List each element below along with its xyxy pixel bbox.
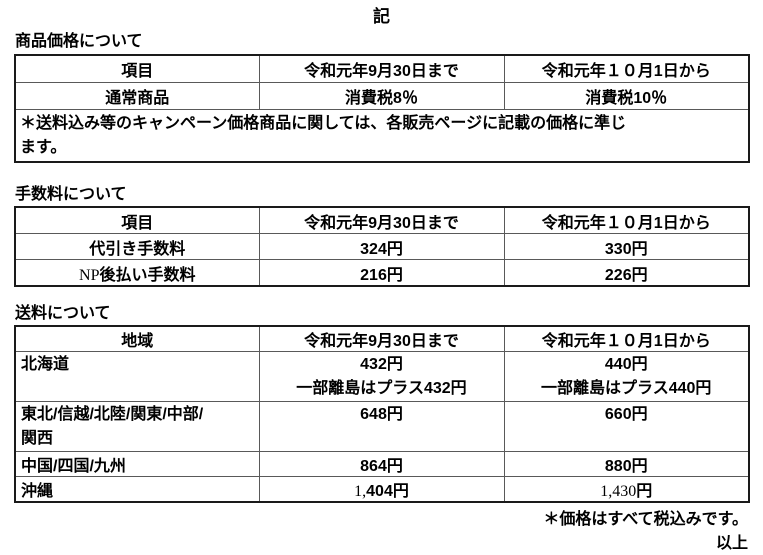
price-before-cell: 消費税8％: [258, 82, 505, 110]
fee-table-header-row: 項目 令和元年9月30日まで 令和元年１０月1日から: [14, 206, 750, 234]
tax-included-note: ＊価格はすべて税込みです。: [543, 511, 748, 528]
shipping-region-line: 関西: [21, 430, 54, 447]
shipping-section-heading: 送料について: [15, 305, 111, 322]
table-row: 北海道 432円 一部離島はプラス432円 440円 一部離島はプラス440円: [14, 351, 750, 402]
table-row: 通常商品 消費税8％ 消費税10％: [14, 82, 750, 110]
price-note-cell: ＊送料込み等のキャンペーン価格商品に関しては、各販売ページに記載の価格に準じ ま…: [14, 109, 750, 163]
shipping-after-cell: 440円 一部離島はプラス440円: [503, 351, 750, 402]
fee-header-item: 項目: [14, 206, 260, 234]
doc-mark: 記: [373, 7, 390, 26]
fee-before-cell: 216円: [258, 259, 505, 287]
fee-header-after: 令和元年１０月1日から: [503, 206, 750, 234]
shipping-table: 地域 令和元年9月30日まで 令和元年１０月1日から 北海道 432円 一部離島…: [14, 325, 750, 503]
price-serif-part: 1,: [354, 483, 367, 500]
fee-item-cell: NP後払い手数料: [14, 259, 260, 287]
shipping-value-line: 一部離島はプラス440円: [541, 380, 712, 397]
table-row: 代引き手数料 324円 330円: [14, 233, 750, 260]
shipping-before-cell: 432円 一部離島はプラス432円: [258, 351, 505, 402]
price-table-header-row: 項目 令和元年9月30日まで 令和元年１０月1日から: [14, 54, 750, 83]
shipping-before-cell: 1,404円: [258, 476, 505, 503]
shipping-region-cell: 中国/四国/九州: [14, 451, 260, 477]
fee-after-cell: 226円: [503, 259, 750, 287]
shipping-region-cell: 東北/信越/北陸/関東/中部/ 関西: [14, 401, 260, 452]
shipping-region-cell: 北海道: [14, 351, 260, 402]
shipping-header-before: 令和元年9月30日まで: [258, 325, 505, 352]
fee-after-cell: 330円: [503, 233, 750, 260]
shipping-after-cell: 660円: [503, 401, 750, 452]
shipping-header-region: 地域: [14, 325, 260, 352]
shipping-value-line: 440円: [604, 356, 648, 373]
shipping-value-line: 一部離島はプラス432円: [296, 380, 467, 397]
shipping-table-header-row: 地域 令和元年9月30日まで 令和元年１０月1日から: [14, 325, 750, 352]
shipping-header-after: 令和元年１０月1日から: [503, 325, 750, 352]
price-header-before: 令和元年9月30日まで: [258, 54, 505, 83]
price-note-line2: ます。: [20, 139, 67, 156]
table-row: 東北/信越/北陸/関東/中部/ 関西 648円 660円: [14, 401, 750, 452]
fee-header-before: 令和元年9月30日まで: [258, 206, 505, 234]
closing-mark: 以上: [715, 535, 748, 552]
price-sans-part: 円: [636, 483, 653, 500]
fee-table: 項目 令和元年9月30日まで 令和元年１０月1日から 代引き手数料 324円 3…: [14, 206, 750, 287]
fee-before-cell: 324円: [258, 233, 505, 260]
fee-item-label: 後払い手数料: [99, 266, 196, 284]
shipping-region-cell: 沖縄: [14, 476, 260, 503]
fee-item-cell: 代引き手数料: [14, 233, 260, 260]
price-section-heading: 商品価格について: [15, 33, 143, 50]
price-header-item: 項目: [14, 54, 260, 83]
price-note-line1: ＊送料込み等のキャンペーン価格商品に関しては、各販売ページに記載の価格に準じ: [20, 115, 627, 132]
price-serif-part: 1,430: [600, 483, 637, 500]
price-item-cell: 通常商品: [14, 82, 260, 110]
fee-section-heading: 手数料について: [15, 186, 127, 203]
shipping-before-cell: 648円: [258, 401, 505, 452]
table-row: 中国/四国/九州 864円 880円: [14, 451, 750, 477]
price-after-cell: 消費税10％: [503, 82, 750, 110]
price-table: 項目 令和元年9月30日まで 令和元年１０月1日から 通常商品 消費税8％ 消費…: [14, 54, 750, 163]
shipping-after-cell: 1,430円: [503, 476, 750, 503]
shipping-before-cell: 864円: [258, 451, 505, 477]
shipping-value-line: 432円: [360, 356, 403, 373]
shipping-region-line: 東北/信越/北陸/関東/中部/: [21, 406, 204, 423]
price-header-after: 令和元年１０月1日から: [503, 54, 750, 83]
price-sans-part: 404円: [366, 483, 409, 500]
table-row: NP後払い手数料 216円 226円: [14, 259, 750, 287]
table-row: 沖縄 1,404円 1,430円: [14, 476, 750, 503]
fee-item-prefix: NP: [79, 266, 100, 284]
shipping-after-cell: 880円: [503, 451, 750, 477]
price-note-row: ＊送料込み等のキャンペーン価格商品に関しては、各販売ページに記載の価格に準じ ま…: [14, 109, 750, 163]
